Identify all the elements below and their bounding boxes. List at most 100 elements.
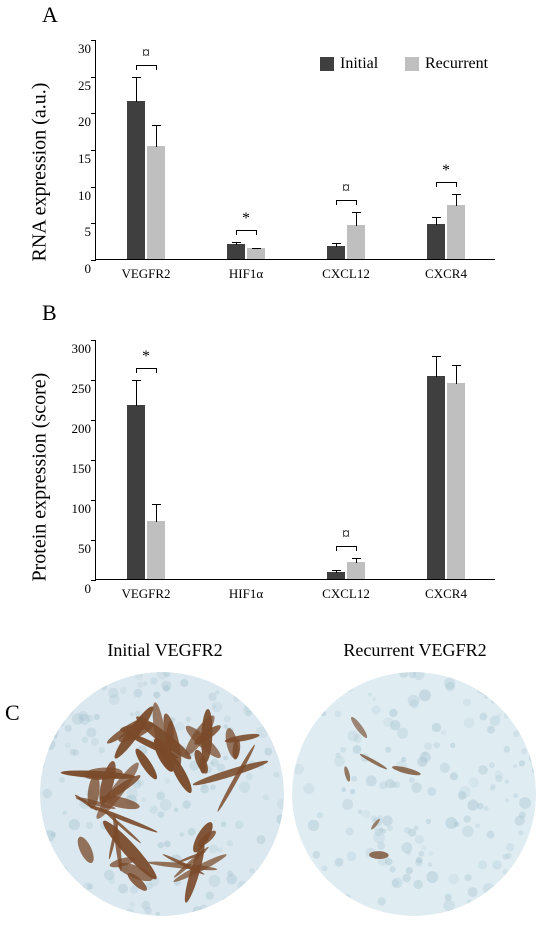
sig-symbol: ¤ bbox=[342, 180, 350, 198]
sig-bracket bbox=[436, 182, 456, 183]
error-bar bbox=[136, 380, 137, 406]
x-tick-label: CXCR4 bbox=[425, 266, 467, 282]
legend-swatch-initial bbox=[320, 57, 334, 71]
bar bbox=[347, 562, 365, 579]
legend-label-recurrent: Recurrent bbox=[425, 55, 488, 73]
error-bar bbox=[436, 217, 437, 224]
sig-bracket-tick bbox=[356, 546, 357, 551]
y-tick-label: 50 bbox=[66, 541, 91, 557]
y-tick bbox=[91, 580, 96, 581]
error-bar bbox=[456, 194, 457, 206]
y-tick-label: 250 bbox=[66, 381, 91, 397]
y-tick-label: 5 bbox=[66, 224, 91, 240]
x-tick-label: CXCL12 bbox=[322, 586, 370, 602]
error-cap bbox=[452, 194, 461, 195]
y-tick bbox=[91, 77, 96, 78]
sig-bracket-tick bbox=[136, 368, 137, 373]
error-bar bbox=[456, 365, 457, 384]
error-cap bbox=[232, 242, 241, 243]
bar bbox=[327, 246, 345, 259]
error-bar bbox=[156, 504, 157, 522]
bar bbox=[127, 405, 145, 579]
y-tick-label: 200 bbox=[66, 421, 91, 437]
x-tick-label: CXCR4 bbox=[425, 586, 467, 602]
sig-bracket-tick bbox=[236, 230, 237, 235]
sig-bracket-tick bbox=[156, 368, 157, 373]
sig-bracket-tick bbox=[156, 65, 157, 70]
panel-b-label: B bbox=[42, 300, 57, 326]
y-tick-label: 100 bbox=[66, 501, 91, 517]
sig-bracket-tick bbox=[256, 230, 257, 235]
y-tick bbox=[91, 260, 96, 261]
y-tick-label: 15 bbox=[66, 151, 91, 167]
sig-bracket bbox=[336, 546, 356, 547]
bar bbox=[447, 205, 465, 259]
error-bar bbox=[136, 77, 137, 103]
x-tick-label: HIF1α bbox=[229, 586, 263, 602]
sig-bracket bbox=[136, 368, 156, 369]
bar bbox=[447, 383, 465, 579]
panel-a-ylabel: RNA expression (a.u.) bbox=[29, 42, 52, 262]
error-bar bbox=[356, 212, 357, 226]
histology-initial bbox=[40, 672, 284, 916]
legend-label-initial: Initial bbox=[340, 55, 378, 73]
y-tick bbox=[91, 380, 96, 381]
panel-a-plot: 051015202530VEGFR2HIF1αCXCL12CXCR4¤*¤* bbox=[95, 40, 495, 260]
sig-bracket-tick bbox=[336, 546, 337, 551]
y-tick bbox=[91, 223, 96, 224]
y-tick bbox=[91, 340, 96, 341]
histology-recurrent bbox=[292, 672, 536, 916]
error-cap bbox=[352, 558, 361, 559]
y-tick bbox=[91, 40, 96, 41]
sig-symbol: * bbox=[142, 348, 150, 366]
x-tick-label: CXCL12 bbox=[322, 266, 370, 282]
y-tick-label: 30 bbox=[66, 41, 91, 57]
bar bbox=[327, 572, 345, 579]
panel-c-label: C bbox=[5, 700, 20, 726]
sig-bracket-tick bbox=[136, 65, 137, 70]
error-cap bbox=[332, 243, 341, 244]
sig-bracket-tick bbox=[456, 182, 457, 187]
sig-bracket bbox=[336, 200, 356, 201]
y-tick-label: 20 bbox=[66, 114, 91, 130]
bar bbox=[427, 376, 445, 579]
error-bar bbox=[436, 356, 437, 377]
error-cap bbox=[432, 356, 441, 357]
sig-bracket bbox=[136, 65, 156, 66]
panel-b-plot: 050100150200250300VEGFR2HIF1αCXCL12CXCR4… bbox=[95, 340, 495, 580]
sig-symbol: * bbox=[242, 210, 250, 228]
x-tick-label: VEGFR2 bbox=[121, 586, 170, 602]
y-tick bbox=[91, 150, 96, 151]
legend-recurrent: Recurrent bbox=[405, 55, 488, 73]
bar bbox=[227, 244, 245, 259]
legend-swatch-recurrent bbox=[405, 57, 419, 71]
error-cap bbox=[332, 570, 341, 571]
error-cap bbox=[152, 125, 161, 126]
image-label-recurrent: Recurrent VEGFR2 bbox=[343, 640, 486, 661]
y-tick bbox=[91, 500, 96, 501]
y-tick bbox=[91, 420, 96, 421]
bar bbox=[127, 101, 145, 259]
y-tick bbox=[91, 540, 96, 541]
error-cap bbox=[432, 217, 441, 218]
y-tick-label: 0 bbox=[66, 581, 91, 597]
bar bbox=[147, 146, 165, 259]
error-cap bbox=[352, 212, 361, 213]
bar bbox=[247, 248, 265, 259]
y-tick-label: 0 bbox=[66, 261, 91, 277]
sig-symbol: ¤ bbox=[142, 45, 150, 63]
y-tick bbox=[91, 460, 96, 461]
error-cap bbox=[252, 248, 261, 249]
y-tick bbox=[91, 187, 96, 188]
error-bar bbox=[156, 125, 157, 147]
sig-symbol: ¤ bbox=[342, 526, 350, 544]
bar bbox=[147, 521, 165, 579]
y-tick-label: 25 bbox=[66, 78, 91, 94]
sig-bracket-tick bbox=[436, 182, 437, 187]
sig-symbol: * bbox=[442, 162, 450, 180]
error-cap bbox=[452, 365, 461, 366]
error-cap bbox=[152, 504, 161, 505]
legend-initial: Initial bbox=[320, 55, 378, 73]
image-label-initial: Initial VEGFR2 bbox=[107, 640, 222, 661]
sig-bracket-tick bbox=[356, 200, 357, 205]
